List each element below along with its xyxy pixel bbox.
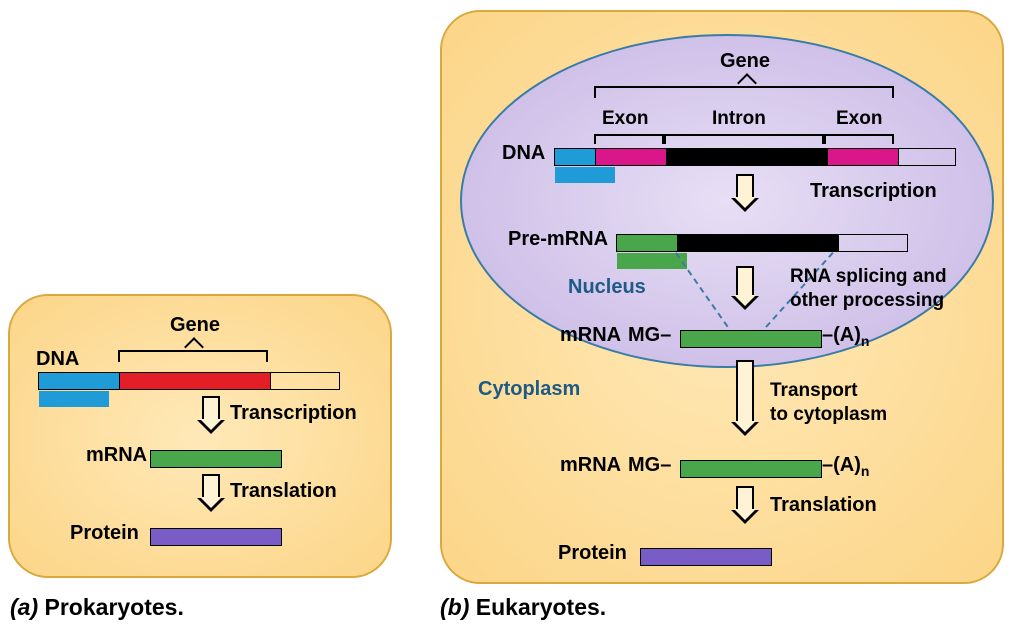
prok-dna-seg-3 [39, 391, 109, 407]
mrna-label-a: mRNA [86, 444, 147, 467]
arrow-transcription-a [202, 396, 220, 422]
euk-premrna-exon1 [617, 235, 678, 251]
cytoplasm-label: Cytoplasm [478, 378, 580, 401]
translation-label-a: Translation [230, 480, 337, 503]
sub-bracket-exon1 [594, 134, 664, 144]
dna-label-a: DNA [36, 348, 79, 371]
polya-nuc-sub: n [861, 333, 870, 349]
prok-dna-seg-1 [39, 373, 120, 389]
euk-premrna-intron [678, 235, 839, 251]
euk-mrna-cyt-bar [680, 460, 822, 478]
splicing-label-2: other processing [790, 290, 944, 312]
nucleus-label: Nucleus [568, 276, 646, 299]
sub-bracket-exon2 [824, 134, 894, 144]
euk-dna-exon2 [828, 149, 899, 165]
caption-b: (b) Eukaryotes. [440, 594, 606, 621]
polya-cyt-sub: n [861, 463, 870, 479]
transport-label-2: to cytoplasm [770, 404, 887, 426]
prok-dna-seg-gene [120, 373, 271, 389]
arrow-transport [736, 360, 754, 424]
mg-label-cyt: MG– [628, 454, 671, 477]
gene-label-b: Gene [720, 50, 770, 73]
euk-dna-seg-5 [555, 167, 615, 183]
translation-label-b: Translation [770, 494, 877, 517]
prok-mrna-bar [150, 450, 282, 468]
arrow-splicing [736, 266, 754, 298]
polya-cyt: –(A)n [822, 454, 869, 479]
prok-dna-bar [38, 372, 340, 390]
euk-dna-intron [667, 149, 828, 165]
euk-dna-bar [554, 148, 956, 166]
exon2-label: Exon [836, 108, 882, 130]
transcription-label-a: Transcription [230, 402, 357, 425]
transcription-label-b: Transcription [810, 180, 937, 203]
dna-label-b: DNA [502, 142, 545, 165]
caption-a: (a) Prokaryotes. [10, 594, 184, 621]
splicing-label-1: RNA splicing and [790, 266, 947, 288]
caption-b-text: Eukaryotes. [476, 594, 606, 620]
euk-mrna-nuc-bar [680, 330, 822, 348]
gene-label-a: Gene [170, 314, 220, 337]
protein-label-b: Protein [558, 542, 627, 565]
protein-label-a: Protein [70, 522, 139, 545]
euk-premrna-bar [616, 234, 908, 252]
intron-label: Intron [712, 108, 766, 130]
polya-nuc: –(A)n [822, 324, 869, 349]
mg-label-nuc: MG– [628, 324, 671, 347]
exon1-label: Exon [602, 108, 648, 130]
mrna-cyt-label: mRNA [560, 454, 621, 477]
caption-b-prefix: (b) [440, 594, 469, 620]
mrna-nuc-label: mRNA [560, 324, 621, 347]
caption-a-prefix: (a) [10, 594, 38, 620]
euk-dna-seg-1 [555, 149, 596, 165]
arrow-translation-a [202, 474, 220, 500]
arrow-transcription-b [736, 174, 754, 200]
polya-cyt-text: –(A) [822, 454, 861, 476]
premrna-label: Pre-mRNA [508, 228, 608, 251]
arrow-translation-b [736, 486, 754, 512]
polya-nuc-text: –(A) [822, 324, 861, 346]
transport-label-1: Transport [770, 380, 858, 402]
euk-protein-bar [640, 548, 772, 566]
sub-bracket-intron [664, 134, 824, 144]
euk-dna-exon1 [596, 149, 667, 165]
caption-a-text: Prokaryotes. [45, 594, 184, 620]
prok-protein-bar [150, 528, 282, 546]
